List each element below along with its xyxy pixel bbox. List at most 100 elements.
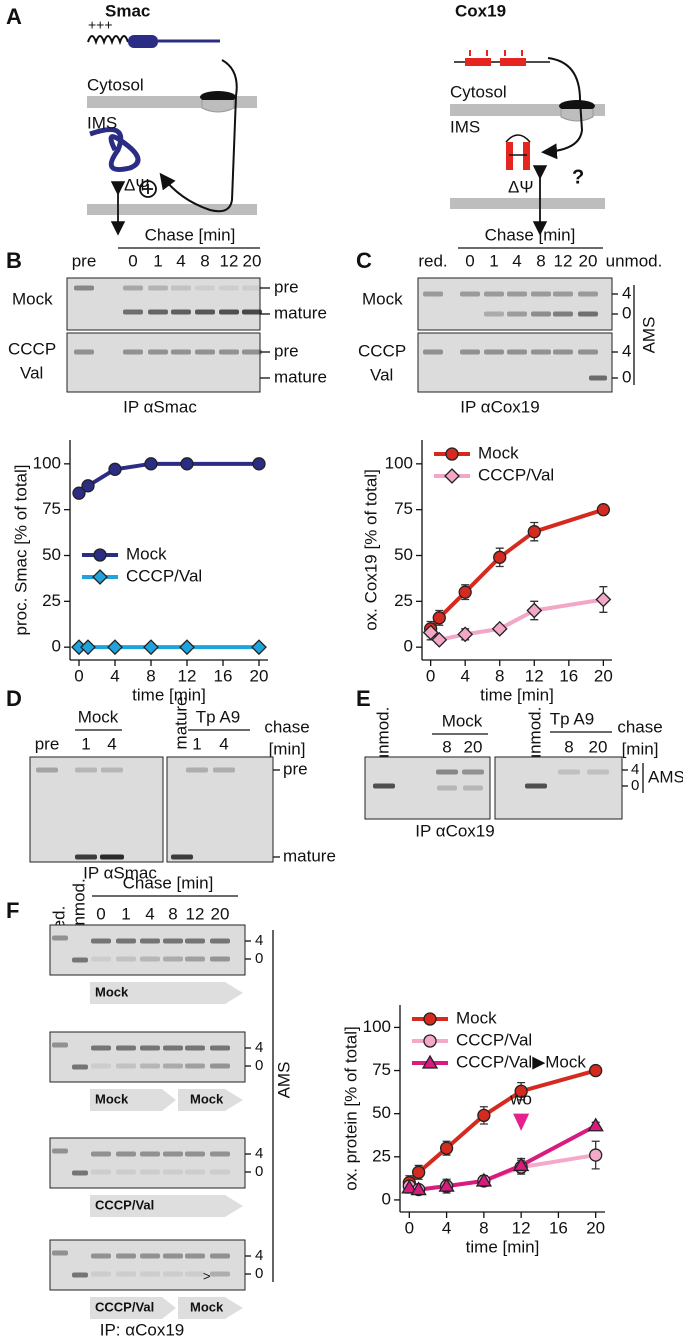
treatment-label: Mock bbox=[95, 984, 129, 999]
label: chase bbox=[617, 717, 662, 736]
gel-band bbox=[507, 349, 527, 355]
band-label: 4 bbox=[255, 932, 263, 949]
x-tick-label: 20 bbox=[594, 666, 613, 685]
row-label: Mock bbox=[362, 289, 403, 308]
gel-band bbox=[578, 291, 598, 297]
lane-label: 8 bbox=[200, 251, 209, 270]
annotation-arrow bbox=[513, 1113, 530, 1131]
lane-label: 12 bbox=[186, 904, 205, 923]
label: ? bbox=[572, 166, 584, 188]
series-line bbox=[77, 461, 259, 495]
x-tick-label: 20 bbox=[250, 666, 269, 685]
panel-label: C bbox=[356, 248, 372, 273]
x-tick-label: 0 bbox=[405, 1218, 414, 1237]
data-point bbox=[493, 550, 507, 564]
gel-band bbox=[373, 783, 395, 789]
gel-band bbox=[163, 1063, 183, 1069]
gel-band bbox=[52, 1250, 68, 1256]
y-tick-label: 100 bbox=[385, 453, 413, 472]
label: [min] bbox=[269, 739, 306, 758]
gel-band bbox=[74, 285, 94, 291]
data-point bbox=[401, 1179, 418, 1194]
legend-marker bbox=[445, 447, 459, 461]
y-tick-label: 100 bbox=[33, 453, 61, 472]
x-axis-label: time [min] bbox=[480, 685, 554, 704]
gel-band bbox=[242, 349, 262, 355]
x-tick-label: 12 bbox=[512, 1218, 531, 1237]
lane-label: 1 bbox=[153, 251, 162, 270]
treatment-arrow bbox=[90, 1297, 176, 1319]
band-label: 0 bbox=[255, 1163, 263, 1180]
legend-marker bbox=[92, 569, 108, 585]
gel-band bbox=[578, 349, 598, 355]
x-tick-label: 8 bbox=[495, 666, 504, 685]
y-tick-label: 0 bbox=[52, 637, 61, 656]
gel-band bbox=[185, 1253, 205, 1259]
gel-band bbox=[163, 1169, 183, 1175]
gel-band bbox=[163, 1045, 183, 1051]
data-point bbox=[595, 591, 612, 608]
band-label: 0 bbox=[255, 1057, 263, 1074]
gel-band bbox=[140, 1271, 160, 1277]
band-label: 4 bbox=[255, 1145, 263, 1162]
label: Chase [min] bbox=[145, 225, 236, 244]
treatment-label: Mock bbox=[190, 1299, 224, 1314]
y-tick-label: 100 bbox=[363, 1017, 391, 1036]
gel-band bbox=[91, 956, 111, 962]
gel-band bbox=[219, 349, 239, 355]
gel-band bbox=[116, 1253, 136, 1259]
label: [min] bbox=[622, 739, 659, 758]
gel bbox=[166, 756, 274, 863]
title: Smac bbox=[105, 1, 150, 20]
series-line bbox=[429, 597, 604, 642]
lane-label: pre bbox=[35, 734, 60, 753]
title: Cox19 bbox=[455, 1, 506, 20]
legend-label: CCCP/Val▶Mock bbox=[456, 1052, 586, 1071]
gel-band bbox=[123, 285, 143, 291]
gel-band bbox=[101, 767, 123, 773]
gel-band bbox=[553, 349, 573, 355]
gel-band bbox=[423, 291, 443, 297]
gel-band bbox=[140, 1253, 160, 1259]
y-tick-label: 75 bbox=[394, 499, 413, 518]
gel bbox=[49, 1031, 246, 1083]
gel bbox=[417, 277, 613, 331]
y-tick-label: 0 bbox=[404, 637, 413, 656]
row-label: Val bbox=[20, 363, 43, 382]
label: IP αSmac bbox=[83, 863, 157, 882]
label: Mock bbox=[442, 711, 483, 730]
gel-band bbox=[91, 938, 111, 944]
gel-band bbox=[210, 1253, 230, 1259]
gel-band bbox=[116, 1169, 136, 1175]
lane-label: 12 bbox=[554, 251, 573, 270]
lane-label: 8 bbox=[442, 737, 451, 756]
gel-band bbox=[507, 291, 527, 297]
gel-band bbox=[163, 1151, 183, 1157]
data-point bbox=[411, 1165, 426, 1179]
data-point bbox=[477, 1108, 491, 1123]
data-point bbox=[432, 611, 446, 625]
data-point bbox=[108, 462, 122, 476]
gel-band bbox=[148, 349, 168, 355]
gel-band bbox=[185, 938, 205, 944]
gel-band bbox=[185, 1045, 205, 1051]
gel-band bbox=[116, 1045, 136, 1051]
x-axis-label: time [min] bbox=[132, 685, 206, 704]
annotation: wo bbox=[509, 1089, 532, 1108]
data-point bbox=[80, 639, 96, 656]
label: Cytosol bbox=[450, 82, 507, 101]
lane-label: 8 bbox=[536, 251, 545, 270]
lane-label: 0 bbox=[128, 251, 137, 270]
gel-band bbox=[75, 767, 97, 773]
gel-band bbox=[462, 769, 484, 775]
lane-label: 8 bbox=[168, 904, 177, 923]
gel-band bbox=[100, 854, 124, 860]
data-point bbox=[180, 457, 194, 471]
gel bbox=[49, 1137, 246, 1189]
band-label: 0 bbox=[622, 303, 631, 322]
gel-band bbox=[140, 956, 160, 962]
gel bbox=[66, 332, 261, 393]
data-point bbox=[410, 1181, 427, 1196]
lane-label: red. bbox=[418, 251, 447, 270]
